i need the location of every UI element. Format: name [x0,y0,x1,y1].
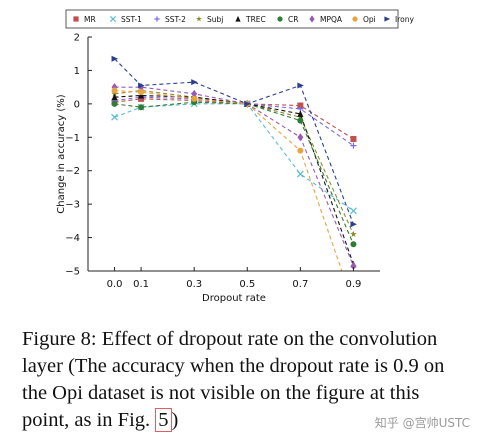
legend-item-subj: Subj [196,15,223,24]
data-point-trec [111,93,118,101]
legend-marker-sst-2 [154,16,160,22]
data-point-opi [138,89,145,96]
legend-label-mr: MR [84,15,96,24]
x-tick-label: 0.1 [133,279,149,290]
data-point-subj [350,230,357,238]
data-point-subj [111,90,118,97]
figure-reference-link[interactable]: 5 [155,408,172,432]
caption-tail: ) [171,409,179,431]
legend-marker-subj [196,15,202,22]
series-line-cr [114,101,354,245]
series-irony [111,55,357,228]
y-tick-label: −1 [65,133,80,144]
legend-label-irony: Irony [395,15,414,24]
x-tick-label: 0.0 [107,279,123,290]
data-point-cr [350,241,357,248]
data-point-opi [350,301,356,307]
dropout-rate-chart: MR SST-1 SST-2 Subj TREC CR MPQA Opi Irony 2 1 0 −1… [56,9,414,307]
data-point-cr [297,117,304,124]
data-point-sst-2 [350,142,357,149]
legend-item-irony: Irony [384,15,414,24]
legend-label-trec: TREC [245,15,266,24]
y-tick-label: 2 [74,33,80,44]
chart-legend: MR SST-1 SST-2 Subj TREC CR MPQA Opi Irony [65,9,414,29]
data-point-mpqa [191,89,198,98]
legend-label-cr: CR [288,15,298,24]
data-point-irony [244,100,251,107]
series-line-mr [114,98,354,140]
legend-label-opi: Opi [363,15,376,24]
data-point-irony [138,82,145,89]
legend-item-trec: TREC [235,15,266,24]
y-tick-label: −3 [65,200,80,211]
legend-label-sst-1: SST-1 [121,15,142,24]
series-line-irony [114,58,354,225]
series-line-sst-2 [114,96,354,147]
data-point-irony [297,82,304,89]
figure-caption: Figure 8: Effect of dropout rate on the … [22,326,462,434]
legend-marker-opi [352,16,358,22]
series-line-mpqa [114,86,354,267]
legend-item-sst-1: SST-1 [109,15,142,24]
legend-item-cr: CR [277,15,298,24]
series-trec [111,92,357,268]
y-tick-label: −5 [65,267,80,278]
legend-marker-irony [384,16,391,22]
data-point-sst-1 [296,170,304,178]
y-tick-label: 0 [74,99,80,110]
legend-label-subj: Subj [207,15,223,24]
series-line-sst-1 [114,103,354,212]
chart-axes: 2 1 0 −1 −2 −3 −4 −5 0.0 0.1 0.3 0.5 0.7 0.9 Dropout r… [56,33,380,304]
series-subj [111,86,357,238]
y-tick-label: 1 [74,66,80,77]
x-tick-label: 0.3 [186,279,202,290]
legend-marker-mr [73,16,79,22]
series-mpqa [111,83,357,270]
data-point-mr [350,135,357,142]
data-point-mr [297,102,304,109]
x-tick-label: 0.9 [346,279,362,290]
data-point-irony [191,79,198,86]
data-point-sst-1 [111,113,118,121]
series-line-opi [114,89,343,271]
series-cr [111,99,357,248]
data-point-mpqa [350,261,357,270]
data-point-opi [191,95,198,102]
x-axis-label: Dropout rate [202,293,266,304]
caption-text: Figure 8: Effect of dropout rate on the … [22,328,445,431]
y-tick-label: −4 [65,233,80,244]
watermark: 知乎 @宫帅USTC [374,416,470,430]
data-point-trec [138,92,145,99]
legend-box [65,9,399,29]
data-point-irony [111,55,119,62]
series-opi [111,87,356,307]
legend-item-opi: Opi [352,15,376,24]
data-point-sst-1 [350,207,357,215]
series-sst-1 [111,100,357,215]
legend-marker-cr [277,16,283,22]
y-tick-label: −2 [65,166,80,177]
legend-marker-mpqa [309,15,315,23]
legend-item-mr: MR [73,15,96,24]
x-tick-label: 0.7 [292,279,308,290]
legend-label-sst-2: SST-2 [165,15,186,24]
legend-item-sst-2: SST-2 [154,15,186,24]
data-point-subj [297,113,304,121]
legend-label-mpqa: MPQA [320,15,343,24]
data-point-trec [297,110,304,117]
data-point-irony [350,221,357,228]
y-axis-label: Change in accuracy (%) [56,94,67,213]
legend-item-mpqa: MPQA [309,15,343,24]
data-point-opi [297,147,304,154]
data-point-cr [138,104,145,111]
legend-marker-sst-1 [109,15,117,23]
x-tick-label: 0.5 [239,279,255,290]
data-point-mpqa [297,133,304,142]
data-point-cr [111,100,118,107]
data-point-opi [111,87,118,94]
series-line-trec [114,94,354,265]
legend-marker-trec [235,15,241,22]
